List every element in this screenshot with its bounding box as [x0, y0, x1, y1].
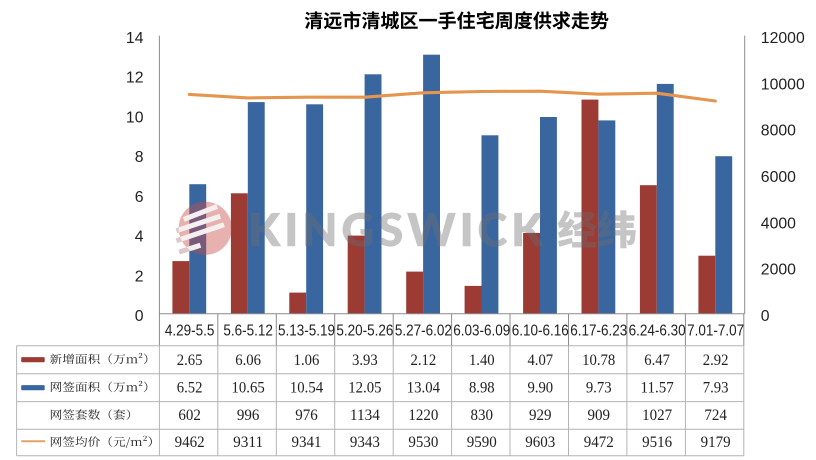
- svg-text:6.47: 6.47: [644, 352, 670, 369]
- svg-text:9341: 9341: [292, 434, 322, 451]
- svg-text:4000: 4000: [761, 215, 796, 232]
- svg-text:7.01-7.07: 7.01-7.07: [687, 322, 744, 339]
- svg-text:830: 830: [471, 407, 494, 424]
- svg-text:4: 4: [135, 229, 144, 246]
- svg-text:5.27-6.02: 5.27-6.02: [395, 322, 452, 339]
- svg-text:12: 12: [126, 70, 144, 87]
- svg-text:9516: 9516: [642, 434, 672, 451]
- svg-text:10.65: 10.65: [232, 379, 265, 396]
- svg-text:8.98: 8.98: [469, 379, 495, 396]
- svg-text:2: 2: [135, 268, 144, 285]
- svg-text:6.24-6.30: 6.24-6.30: [629, 322, 686, 339]
- svg-text:0: 0: [761, 308, 770, 325]
- svg-text:8: 8: [135, 149, 144, 166]
- svg-text:8000: 8000: [761, 123, 796, 140]
- svg-text:9.73: 9.73: [586, 379, 612, 396]
- svg-text:6: 6: [135, 189, 144, 206]
- svg-text:12.05: 12.05: [348, 379, 381, 396]
- svg-text:9462: 9462: [175, 434, 205, 451]
- svg-text:0: 0: [135, 308, 144, 325]
- svg-text:11.57: 11.57: [641, 379, 674, 396]
- svg-text:5.13-5.19: 5.13-5.19: [278, 322, 335, 339]
- svg-text:1027: 1027: [642, 407, 672, 424]
- svg-text:9603: 9603: [525, 434, 555, 451]
- svg-text:6.10-6.16: 6.10-6.16: [512, 322, 569, 339]
- svg-text:929: 929: [529, 407, 552, 424]
- svg-text:6.17-6.23: 6.17-6.23: [570, 322, 627, 339]
- svg-text:1134: 1134: [350, 407, 380, 424]
- svg-text:9590: 9590: [467, 434, 497, 451]
- svg-text:976: 976: [295, 407, 318, 424]
- svg-text:1220: 1220: [408, 407, 438, 424]
- svg-text:13.04: 13.04: [407, 379, 440, 396]
- svg-text:5.6-5.12: 5.6-5.12: [223, 322, 273, 339]
- svg-text:6.06: 6.06: [235, 352, 261, 369]
- svg-text:10.54: 10.54: [290, 379, 323, 396]
- svg-text:10000: 10000: [761, 76, 805, 93]
- svg-text:6.03-6.09: 6.03-6.09: [453, 322, 510, 339]
- svg-text:7.93: 7.93: [703, 379, 729, 396]
- svg-text:10: 10: [126, 109, 144, 126]
- svg-text:996: 996: [237, 407, 260, 424]
- svg-text:5.20-5.26: 5.20-5.26: [336, 322, 393, 339]
- svg-text:9179: 9179: [701, 434, 731, 451]
- svg-text:9311: 9311: [233, 434, 263, 451]
- svg-text:9530: 9530: [408, 434, 438, 451]
- svg-text:2.12: 2.12: [411, 352, 437, 369]
- svg-text:4.29-5.5: 4.29-5.5: [165, 322, 215, 339]
- svg-text:4.07: 4.07: [527, 352, 553, 369]
- svg-text:2000: 2000: [761, 262, 796, 279]
- svg-text:3.93: 3.93: [352, 352, 378, 369]
- svg-text:1.40: 1.40: [469, 352, 495, 369]
- svg-text:14: 14: [126, 30, 144, 47]
- svg-text:909: 909: [587, 407, 610, 424]
- svg-text:9343: 9343: [350, 434, 380, 451]
- svg-text:12000: 12000: [761, 30, 805, 47]
- svg-text:724: 724: [704, 407, 727, 424]
- svg-text:10.78: 10.78: [582, 352, 615, 369]
- svg-text:602: 602: [178, 407, 201, 424]
- svg-text:9472: 9472: [584, 434, 614, 451]
- svg-text:6.52: 6.52: [177, 379, 203, 396]
- svg-text:6000: 6000: [761, 169, 796, 186]
- svg-text:9.90: 9.90: [527, 379, 553, 396]
- svg-text:2.65: 2.65: [177, 352, 203, 369]
- svg-text:1.06: 1.06: [294, 352, 320, 369]
- svg-text:2.92: 2.92: [703, 352, 729, 369]
